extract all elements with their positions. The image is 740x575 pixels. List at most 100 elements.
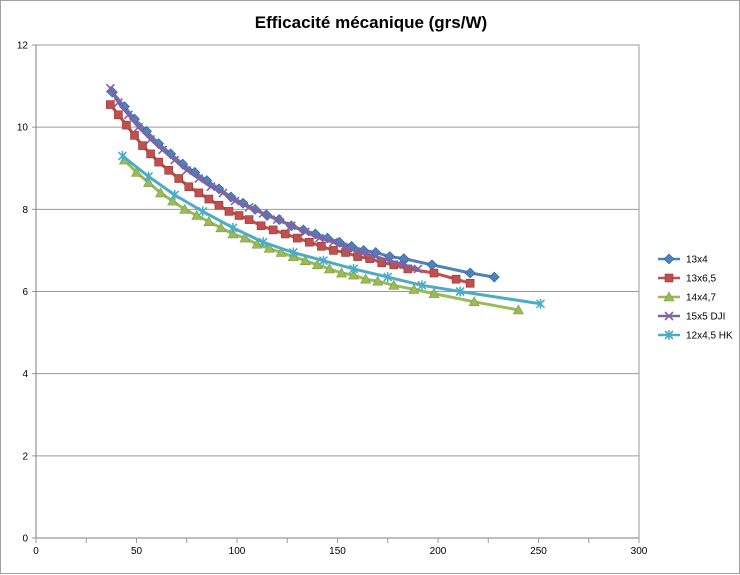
data-point [130,166,143,177]
data-point [133,122,144,132]
legend-label: 15x5 DJI [686,312,725,323]
data-point [143,177,155,187]
data-point [360,273,372,284]
series-4 [117,150,546,309]
data-point [329,246,338,255]
data-point [348,269,360,280]
data-point [342,243,353,253]
data-point [465,278,475,288]
data-point [114,110,123,120]
data-point [203,216,215,226]
data-point [272,215,282,225]
x-tick-label: 250 [530,546,547,557]
y-tick-label: 12 [17,41,29,52]
data-point [417,280,427,291]
data-point [349,263,359,274]
data-point [179,203,191,214]
data-point [146,134,156,145]
data-point [146,149,155,159]
data-point [194,188,204,198]
data-point [413,264,423,274]
data-point [305,237,314,247]
data-point [256,221,266,231]
data-point [535,298,546,309]
legend-marker [664,273,674,283]
data-point [214,200,224,210]
data-point [428,287,440,298]
data-point [130,131,139,140]
data-point [123,110,134,120]
data-point [204,194,214,204]
series-2 [118,154,524,315]
data-point [314,233,324,243]
data-point [372,275,384,286]
legend-marker [663,291,675,302]
data-point [155,187,167,198]
data-point [385,256,395,266]
y-tick-label: 8 [22,205,28,216]
x-tick-label: 0 [33,546,39,557]
data-point [194,173,204,184]
data-point [292,233,302,243]
chart-title: Efficacité mécanique (grs/W) [254,13,488,32]
data-point [286,221,296,231]
data-point [239,232,251,243]
data-point [371,252,381,262]
data-point [174,174,184,183]
data-point [300,227,310,237]
data-point [224,207,234,216]
legend-marker [664,330,674,340]
data-point [399,260,409,270]
data-point [105,83,115,93]
legend-label: 12x4,5 HK [686,331,733,342]
data-point [357,247,367,258]
data-point [167,195,179,206]
y-tick-label: 10 [17,123,29,134]
data-point [227,228,239,239]
data-point [234,211,244,220]
data-point [113,97,123,108]
data-point [170,189,180,200]
data-point [323,263,335,274]
legend-marker [663,253,675,265]
data-point [383,272,393,283]
data-point [106,100,115,109]
y-tick-label: 0 [22,534,28,545]
data-point [206,182,216,192]
data-point [408,283,420,294]
data-point [164,166,173,175]
data-point [280,229,290,239]
data-point [258,208,268,219]
data-point [154,157,163,167]
data-point [318,255,328,266]
data-point [170,155,180,165]
data-point [244,215,254,224]
data-point [215,222,227,233]
data-point [143,171,154,182]
data-point [317,242,326,251]
data-point [268,225,278,235]
data-point [512,304,524,315]
x-tick-label: 200 [430,546,447,557]
data-point [451,274,461,284]
data-point [244,202,254,212]
data-point [158,145,168,155]
y-tick-label: 6 [22,287,28,298]
data-point [263,242,275,253]
data-point [218,188,228,198]
data-point [288,247,298,258]
x-tick-label: 300 [631,546,648,557]
data-point [182,165,192,175]
data-point [122,120,131,130]
legend-label: 14x4,7 [686,293,716,304]
series-1 [106,100,475,288]
data-point [488,271,500,283]
data-point [184,182,194,192]
data-point [455,286,465,297]
data-point [230,196,240,206]
y-tick-label: 2 [22,451,28,462]
data-point [429,268,439,278]
series-3 [105,83,423,274]
